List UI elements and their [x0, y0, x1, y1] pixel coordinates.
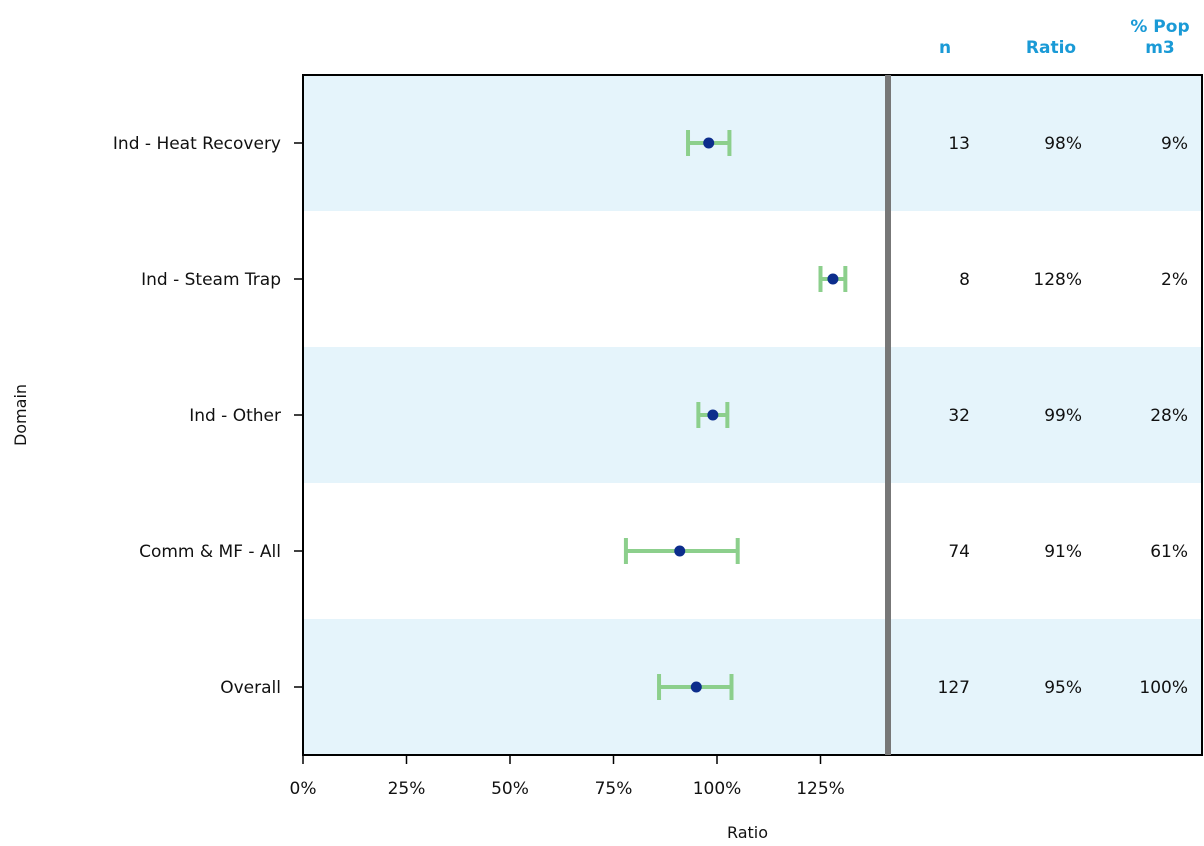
row-bands: [303, 75, 1202, 755]
header-ratio: Ratio: [1026, 38, 1076, 58]
n-cell: 127: [938, 678, 970, 698]
row-band: [303, 75, 1202, 211]
ratio-cell: 98%: [1044, 134, 1082, 154]
ratio-cell: 91%: [1044, 542, 1082, 562]
row-band: [303, 347, 1202, 483]
x-tick-label: 75%: [595, 779, 633, 799]
column-headers: n Ratio % Pop m3: [939, 17, 1190, 58]
domain-label: Ind - Steam Trap: [141, 270, 281, 290]
x-tick-label: 100%: [693, 779, 742, 799]
domain-label: Overall: [220, 678, 281, 698]
ratio-cell: 128%: [1033, 270, 1082, 290]
ratio-point: [690, 681, 702, 693]
pop-cell: 28%: [1150, 406, 1188, 426]
pop-cell: 2%: [1161, 270, 1188, 290]
row-band: [303, 619, 1202, 755]
x-tick-label: 0%: [290, 779, 317, 799]
pop-cell: 9%: [1161, 134, 1188, 154]
x-axis-title: Ratio: [727, 823, 768, 842]
pop-cell: 100%: [1139, 678, 1188, 698]
ratio-point: [827, 273, 839, 285]
y-axis-title: Domain: [11, 384, 30, 446]
ratio-marks: [623, 130, 848, 700]
n-cell: 74: [948, 542, 970, 562]
header-n: n: [939, 38, 951, 58]
x-tick-label: 125%: [796, 779, 845, 799]
header-pop: % Pop m3: [1130, 17, 1189, 58]
ratio-cell: 99%: [1044, 406, 1082, 426]
domain-label: Ind - Heat Recovery: [113, 134, 281, 154]
y-axis-ticks: Ind - Heat Recovery Ind - Steam Trap Ind -…: [113, 134, 303, 698]
domain-label: Ind - Other: [189, 406, 281, 426]
ratio-cell: 95%: [1044, 678, 1082, 698]
n-cell: 8: [959, 270, 970, 290]
ratio-point: [674, 545, 686, 557]
stats-table: 13 98% 9% 8 128% 2% 32 99% 28% 74 91% 61% 127 95% 100%: [938, 134, 1188, 698]
x-tick-label: 50%: [491, 779, 529, 799]
x-tick-label: 25%: [388, 779, 426, 799]
ratio-point: [707, 409, 719, 421]
x-axis-ticks: 0% 25% 50% 75% 100% 125%: [290, 755, 845, 799]
domain-label: Comm & MF - All: [139, 542, 281, 562]
pop-cell: 61%: [1150, 542, 1188, 562]
n-cell: 32: [948, 406, 970, 426]
ratio-point: [703, 137, 715, 149]
n-cell: 13: [948, 134, 970, 154]
